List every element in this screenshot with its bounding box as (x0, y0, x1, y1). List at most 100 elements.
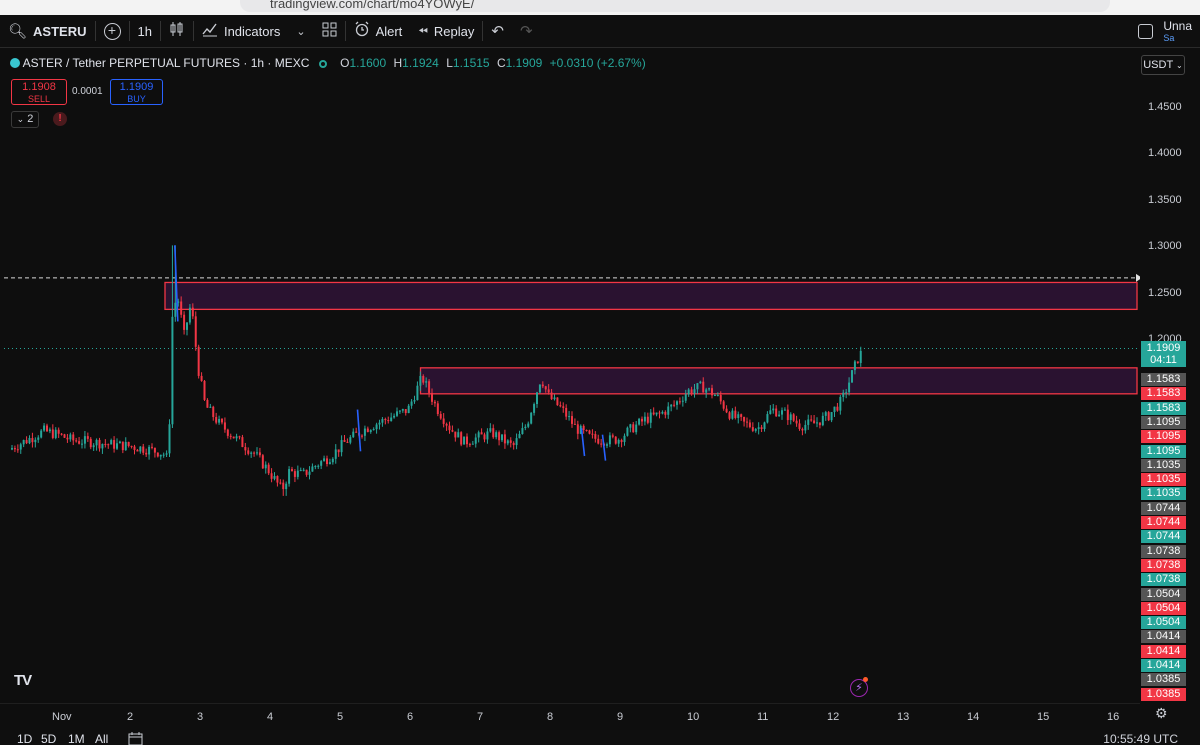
tradingview-logo[interactable]: TV (14, 672, 32, 689)
chart-type-button[interactable] (161, 15, 193, 48)
time-tick-label: 15 (1037, 711, 1050, 723)
candle-body (451, 430, 454, 432)
candle-body (442, 418, 445, 424)
candle-body (495, 432, 498, 438)
redo-button[interactable]: ↷ (512, 15, 541, 48)
buy-button[interactable]: 1.1909 BUY (110, 79, 163, 105)
layout-grid-button[interactable] (314, 15, 345, 48)
candle-body (638, 418, 641, 425)
candle-body (824, 412, 827, 416)
candle-body (466, 436, 468, 445)
candle-body (783, 409, 786, 411)
price-plot[interactable] (0, 48, 1140, 703)
utc-clock[interactable]: 10:55:49 UTC (1103, 732, 1178, 745)
range-1m-button[interactable]: 1M (68, 732, 85, 745)
sell-price: 1.1908 (22, 81, 56, 93)
price-level-tag: 1.0385 (1141, 687, 1186, 701)
candle-body (334, 449, 337, 459)
candle-body (209, 406, 212, 408)
error-badge[interactable]: ! (53, 112, 67, 126)
candle-body (830, 412, 833, 421)
candle-body (664, 411, 667, 415)
bottom-toolbar: 1D 5D 1M All 10:55:49 UTC (0, 730, 1200, 745)
candle-body (553, 397, 556, 400)
candle-body (471, 443, 474, 445)
symbol-search[interactable]: 🔍︎ ASTERU (0, 15, 95, 48)
candle-body (848, 382, 851, 393)
alert-button[interactable]: Alert (346, 15, 411, 48)
chevron-down-icon: ⌄ (296, 25, 306, 38)
candle-body (57, 429, 60, 434)
candle-body (171, 316, 174, 425)
candle-body (72, 434, 75, 441)
currency-button[interactable]: USDT ⌄ (1141, 55, 1185, 75)
range-all-button[interactable]: All (95, 732, 109, 745)
price-level-tag: 1.1583 (1141, 401, 1186, 415)
candle-body (544, 386, 547, 390)
layout-button[interactable]: Unna Sa (1130, 15, 1200, 48)
candle-body (737, 414, 740, 418)
candle-body (328, 462, 331, 465)
candle-body (772, 408, 775, 411)
range-1d-button[interactable]: 1D (17, 732, 33, 745)
compare-button[interactable]: + (96, 15, 129, 48)
indicators-dropdown[interactable]: ⌄ (288, 15, 313, 48)
open-value: 1.1600 (349, 56, 387, 70)
candle-body (232, 436, 235, 439)
alert-label: Alert (375, 23, 403, 39)
undo-button[interactable]: ↶ (483, 15, 512, 48)
last-price: 1.1909 (1146, 342, 1181, 354)
alarm-clock-icon (354, 21, 370, 41)
indicators-collapse-button[interactable]: ⌄ 2 (11, 111, 39, 128)
candle-body (705, 389, 708, 393)
candle-body (28, 438, 31, 444)
candle-body (174, 302, 177, 317)
layout-name-group: Unna Sa (1163, 20, 1192, 44)
candle-body (101, 443, 104, 449)
highlight-stroke (580, 428, 586, 457)
range-5d-button[interactable]: 5D (41, 732, 57, 745)
candle-body (162, 454, 165, 456)
candle-body (746, 421, 748, 423)
candle-body (203, 380, 206, 400)
candle-body (708, 388, 711, 390)
time-tick-label: 4 (267, 711, 274, 723)
indicators-button[interactable]: Indicators (194, 15, 288, 48)
candle-body (293, 471, 296, 477)
candle-body (378, 422, 381, 425)
candle-body (807, 419, 810, 425)
symbol-name: ASTERU (33, 23, 87, 39)
candle-body (78, 441, 81, 444)
calendar-icon[interactable] (128, 732, 143, 745)
price-tick-label: 1.2500 (1148, 286, 1182, 299)
interval-button[interactable]: 1h (137, 23, 152, 39)
candle-body (247, 450, 250, 454)
candle-body (778, 414, 781, 417)
layout-square-icon (1138, 24, 1154, 39)
replay-button[interactable]: ⏪︎ Replay (410, 15, 482, 48)
candle-body (107, 444, 110, 446)
candle-body (743, 416, 746, 422)
chart-pane[interactable]: ASTER / Tether PERPETUAL FUTURES · 1h · … (0, 48, 1200, 730)
time-tick-label: 2 (127, 711, 134, 723)
candle-body (331, 458, 334, 463)
time-tick-label: 16 (1107, 711, 1120, 723)
gear-icon[interactable]: ⚙︎ (1155, 705, 1168, 721)
candle-body (711, 388, 713, 396)
candle-body (489, 428, 492, 432)
candle-body (363, 428, 366, 436)
price-level-tag: 1.1583 (1141, 387, 1186, 401)
sell-button[interactable]: 1.1908 SELL (11, 79, 67, 105)
candle-body (98, 439, 101, 449)
address-bar[interactable] (240, 0, 1110, 12)
candle-body (699, 381, 702, 384)
candle-body (582, 425, 585, 431)
time-tick-label: Nov (52, 711, 72, 723)
lightning-icon[interactable]: ⚡︎ (850, 679, 868, 697)
candle-body (13, 448, 16, 450)
candle-body (821, 415, 824, 426)
candle-body (118, 441, 121, 444)
time-axis[interactable]: Nov 2 3 4 5 6 7 8 9 10 11 12 13 14 15 16 (0, 703, 1140, 730)
candle-body (480, 432, 483, 435)
candle-body (474, 437, 477, 444)
